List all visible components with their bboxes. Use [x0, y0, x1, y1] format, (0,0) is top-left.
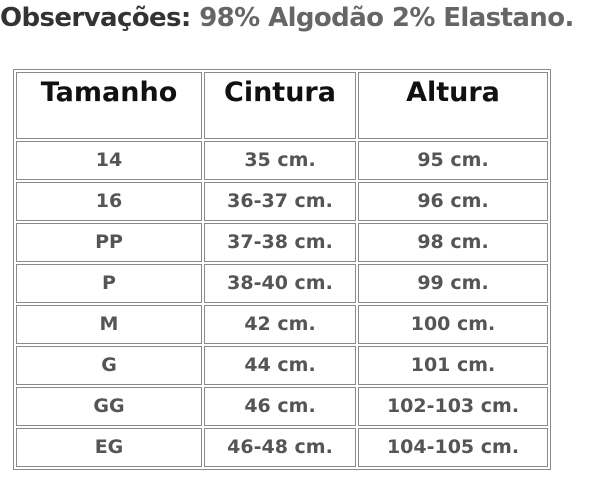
cell-height: 100 cm.	[358, 305, 548, 344]
cell-height: 98 cm.	[358, 223, 548, 262]
cell-size: GG	[16, 387, 202, 426]
observations-value: 98% Algodão 2% Elastano.	[199, 3, 574, 33]
table-row: EG 46-48 cm. 104-105 cm.	[16, 428, 548, 467]
cell-height: 96 cm.	[358, 182, 548, 221]
cell-size: M	[16, 305, 202, 344]
cell-waist: 36-37 cm.	[204, 182, 356, 221]
table-row: P 38-40 cm. 99 cm.	[16, 264, 548, 303]
cell-height: 99 cm.	[358, 264, 548, 303]
cell-waist: 37-38 cm.	[204, 223, 356, 262]
table-header-row: Tamanho Cintura Altura	[16, 72, 548, 139]
cell-height: 102-103 cm.	[358, 387, 548, 426]
cell-size: 16	[16, 182, 202, 221]
cell-size: EG	[16, 428, 202, 467]
header-size: Tamanho	[16, 72, 202, 139]
header-waist: Cintura	[204, 72, 356, 139]
cell-size: PP	[16, 223, 202, 262]
table-row: 14 35 cm. 95 cm.	[16, 141, 548, 180]
cell-height: 95 cm.	[358, 141, 548, 180]
table-row: M 42 cm. 100 cm.	[16, 305, 548, 344]
cell-height: 104-105 cm.	[358, 428, 548, 467]
cell-waist: 46-48 cm.	[204, 428, 356, 467]
header-height: Altura	[358, 72, 548, 139]
cell-waist: 46 cm.	[204, 387, 356, 426]
cell-waist: 42 cm.	[204, 305, 356, 344]
table-row: 16 36-37 cm. 96 cm.	[16, 182, 548, 221]
observations-line: Observações: 98% Algodão 2% Elastano.	[0, 0, 574, 36]
table-row: G 44 cm. 101 cm.	[16, 346, 548, 385]
size-chart-table: Tamanho Cintura Altura 14 35 cm. 95 cm. …	[13, 69, 551, 470]
cell-waist: 35 cm.	[204, 141, 356, 180]
cell-height: 101 cm.	[358, 346, 548, 385]
observations-label: Observações:	[0, 3, 191, 33]
cell-size: 14	[16, 141, 202, 180]
cell-size: P	[16, 264, 202, 303]
cell-size: G	[16, 346, 202, 385]
table-row: PP 37-38 cm. 98 cm.	[16, 223, 548, 262]
table-row: GG 46 cm. 102-103 cm.	[16, 387, 548, 426]
cell-waist: 44 cm.	[204, 346, 356, 385]
cell-waist: 38-40 cm.	[204, 264, 356, 303]
